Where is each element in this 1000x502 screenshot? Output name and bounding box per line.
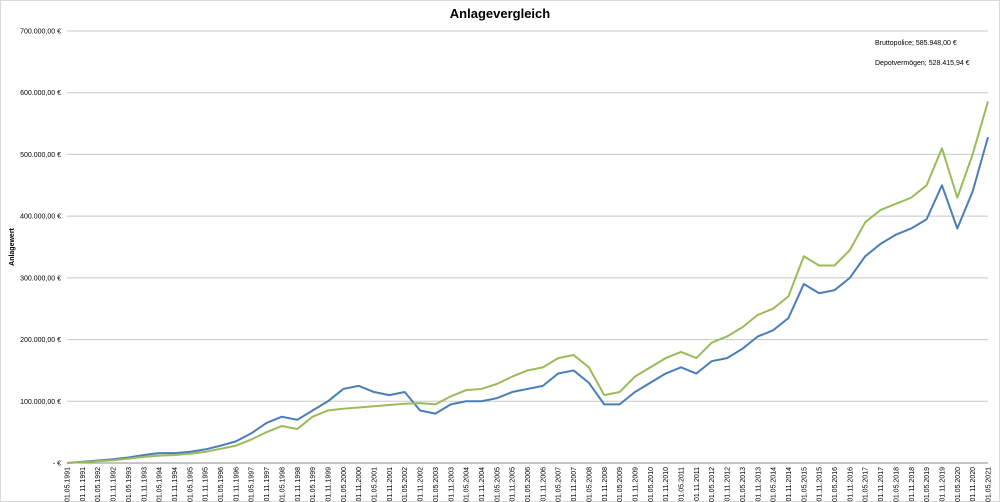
x-tick-label: 01.05.2020 xyxy=(955,467,962,502)
x-tick-label: 01.11.2020 xyxy=(970,467,977,502)
x-tick-label: 01.05.2021 xyxy=(986,467,993,502)
x-tick-label: 01.05.2003 xyxy=(433,467,440,502)
annotation: Depotvermögen; 528.415,94 € xyxy=(875,60,970,67)
x-tick-label: 01.05.2017 xyxy=(863,467,870,502)
x-tick-label: 01.05.1997 xyxy=(249,467,256,502)
x-tick-label: 01.05.2013 xyxy=(740,467,747,502)
x-tick-label: 01.11.2015 xyxy=(817,467,824,502)
x-tick-label: 01.11.2005 xyxy=(510,467,517,502)
x-tick-label: 01.11.2008 xyxy=(602,467,609,502)
x-tick-label: 01.05.1995 xyxy=(187,467,194,502)
x-tick-label: 01.11.2014 xyxy=(786,467,793,502)
y-tick-label: 600.000,00 € xyxy=(20,90,61,97)
x-tick-label: 01.11.1997 xyxy=(264,467,271,502)
y-tick-label: 700.000,00 € xyxy=(20,29,61,36)
y-tick-label: 400.000,00 € xyxy=(20,214,61,221)
x-tick-label: 01.11.1998 xyxy=(295,467,302,502)
x-tick-label: 01.05.2010 xyxy=(648,467,655,502)
y-tick-label: - € xyxy=(53,461,61,468)
x-tick-label: 01.05.2009 xyxy=(617,467,624,502)
x-tick-label: 01.11.2019 xyxy=(939,467,946,502)
x-tick-label: 01.05.2002 xyxy=(402,467,409,502)
x-tick-label: 01.05.1999 xyxy=(310,467,317,502)
x-tick-label: 01.05.2018 xyxy=(893,467,900,502)
x-tick-label: 01.05.2011 xyxy=(679,467,686,502)
y-tick-label: 500.000,00 € xyxy=(20,152,61,159)
x-tick-label: 01.11.2006 xyxy=(540,467,547,502)
x-tick-label: 01.11.2017 xyxy=(878,467,885,502)
x-tick-label: 01.11.2012 xyxy=(725,467,732,502)
series-line xyxy=(66,136,989,464)
x-tick-label: 01.05.2007 xyxy=(556,467,563,502)
y-tick-label: 300.000,00 € xyxy=(20,275,61,282)
x-tick-label: 01.11.1992 xyxy=(111,467,118,502)
x-tick-label: 01.05.2012 xyxy=(709,467,716,502)
x-tick-label: 01.11.1994 xyxy=(172,467,179,502)
x-tick-label: 01.05.2000 xyxy=(341,467,348,502)
series-line xyxy=(66,101,989,464)
x-tick-label: 01.11.1991 xyxy=(80,467,87,502)
x-tick-label: 01.05.1996 xyxy=(218,467,225,502)
x-tick-label: 01.05.2001 xyxy=(372,467,379,502)
x-tick-label: 01.05.1998 xyxy=(279,467,286,502)
x-tick-label: 01.05.2006 xyxy=(525,467,532,502)
x-tick-label: 01.11.2009 xyxy=(632,467,639,502)
x-tick-label: 01.05.1994 xyxy=(157,467,164,502)
y-axis-label: Anlagewert xyxy=(9,227,16,265)
x-tick-label: 01.05.2015 xyxy=(801,467,808,502)
x-tick-label: 01.11.1993 xyxy=(141,467,148,502)
x-tick-label: 01.05.2016 xyxy=(832,467,839,502)
x-tick-label: 01.11.1995 xyxy=(203,467,210,502)
x-tick-label: 01.11.1996 xyxy=(233,467,240,502)
chart-title: Anlagevergleich xyxy=(450,6,550,21)
x-tick-label: 01.11.2010 xyxy=(663,467,670,502)
x-tick-label: 01.11.2016 xyxy=(847,467,854,502)
x-tick-label: 01.05.1992 xyxy=(95,467,102,502)
x-tick-label: 01.11.2018 xyxy=(909,467,916,502)
x-tick-label: 01.11.2001 xyxy=(387,467,394,502)
y-tick-label: 200.000,00 € xyxy=(20,337,61,344)
x-tick-label: 01.11.2013 xyxy=(755,467,762,502)
x-tick-label: 01.05.1993 xyxy=(126,467,133,502)
x-tick-label: 01.11.2003 xyxy=(448,467,455,502)
x-tick-label: 01.11.1999 xyxy=(325,467,332,502)
x-tick-label: 01.11.2011 xyxy=(694,467,701,501)
x-tick-label: 01.05.2005 xyxy=(494,467,501,502)
x-tick-label: 01.05.1991 xyxy=(65,467,72,502)
x-tick-label: 01.05.2014 xyxy=(771,467,778,502)
x-tick-label: 01.05.2004 xyxy=(464,467,471,502)
x-tick-label: 01.05.2008 xyxy=(586,467,593,502)
x-tick-label: 01.11.2004 xyxy=(479,467,486,502)
x-tick-label: 01.11.2007 xyxy=(571,467,578,502)
x-tick-label: 01.11.2000 xyxy=(356,467,363,502)
x-tick-label: 01.05.2019 xyxy=(924,467,931,502)
y-tick-label: 100.000,00 € xyxy=(20,399,61,406)
annotation: Bruttopolice; 585.948,00 € xyxy=(875,40,957,47)
x-tick-label: 01.11.2002 xyxy=(418,467,425,502)
